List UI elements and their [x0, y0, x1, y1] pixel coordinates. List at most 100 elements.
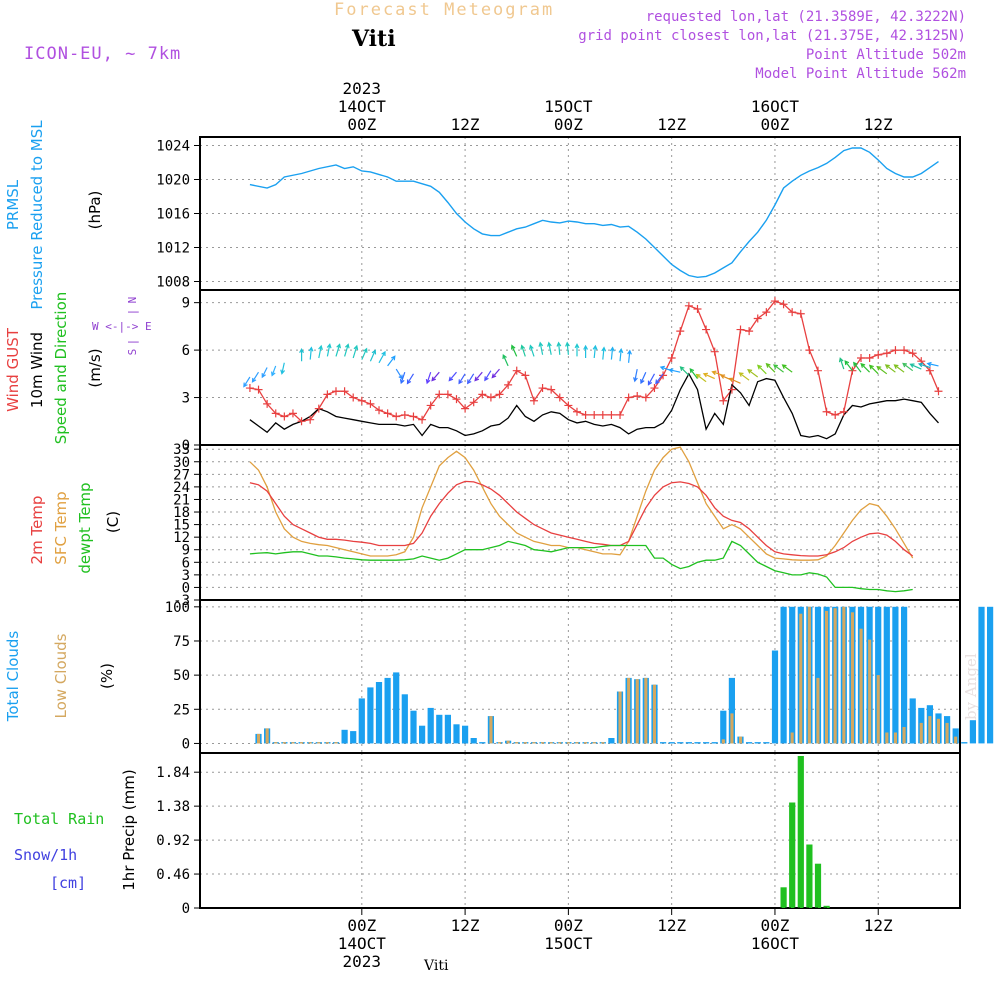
gust-marker [659, 371, 668, 380]
low-cloud-bar [790, 732, 794, 744]
y-tick-label: 0.46 [156, 867, 190, 883]
y-tick-label: 0.92 [156, 833, 190, 849]
temp-2m-label: 2m Temp [28, 496, 46, 565]
wind-direction-arrow [361, 347, 368, 360]
gust-marker [564, 401, 573, 410]
low-cloud-bar [739, 736, 743, 744]
low-clouds-label: Low Clouds [52, 633, 70, 718]
gust-marker [676, 327, 685, 336]
gust-marker [684, 301, 693, 310]
low-cloud-bar [721, 739, 725, 744]
wind-direction-arrow [917, 362, 931, 369]
bottom-time-label: 16OCT [751, 934, 800, 953]
rain-bar [806, 844, 813, 908]
low-cloud-bar [317, 742, 321, 744]
gust-marker [710, 347, 719, 356]
top-time-label: 15OCT [544, 97, 593, 116]
gust-marker [891, 346, 900, 355]
gust-marker [331, 387, 340, 396]
wind-direction-arrow [335, 343, 341, 357]
total-cloud-bar [892, 606, 899, 744]
y-tick-label: 0 [182, 736, 190, 752]
y-tick-label: 1.84 [156, 765, 190, 781]
gust-marker [400, 410, 409, 419]
gust-marker [443, 390, 452, 399]
total-cloud-bar [961, 742, 968, 744]
wind-direction-arrow [387, 355, 396, 367]
model-point-altitude: Model Point Altitude 562m [755, 66, 966, 82]
wind-direction-arrow [529, 344, 535, 357]
y-tick-label: 12 [173, 530, 190, 546]
model-label: ICON-EU, ~ 7km [24, 44, 182, 64]
total-cloud-bar [436, 714, 443, 744]
gust-marker [788, 308, 797, 317]
y-tick-label: 1012 [156, 241, 190, 257]
wind-direction-arrow [425, 372, 432, 385]
total-cloud-bar [763, 742, 770, 744]
top-time-label: 00Z [347, 115, 376, 134]
top-time-label: 12Z [657, 115, 686, 134]
total-cloud-bar [660, 742, 667, 744]
total-cloud-bar [746, 742, 753, 744]
gust-marker [349, 393, 358, 402]
low-cloud-bar [816, 677, 820, 744]
low-cloud-bar [868, 639, 872, 744]
gust-marker [254, 385, 263, 394]
wind-gust-label: Wind GUST [4, 327, 22, 412]
wind-direction-arrow [627, 349, 632, 363]
wind-direction-arrow [574, 343, 580, 357]
wind-direction-arrow [756, 364, 767, 375]
wind-direction-arrow [618, 347, 624, 362]
low-cloud-bar [825, 610, 829, 744]
wind-direction-arrow [695, 373, 707, 383]
top-time-label: 2023 [343, 79, 382, 98]
total-cloud-bar [427, 707, 434, 744]
gust-marker [616, 410, 625, 419]
wind-direction-arrow [547, 341, 552, 355]
direction-key-north: N [126, 297, 139, 304]
requested-coordinates: requested lon,lat (21.3589E, 42.3222N) [645, 9, 966, 25]
wind-direction-arrow [884, 364, 896, 373]
low-cloud-bar [498, 742, 502, 744]
plot-frame [199, 136, 961, 909]
gust-marker [288, 409, 297, 418]
low-cloud-bar [945, 722, 949, 744]
wind-direction-arrow [565, 341, 570, 355]
temp-2m-line [249, 480, 914, 557]
top-time-label: 00Z [760, 115, 789, 134]
low-cloud-bar [291, 742, 295, 744]
low-cloud-bar [902, 727, 906, 744]
gust-marker [452, 395, 461, 404]
total-cloud-bar [444, 714, 451, 744]
gust-marker [770, 297, 779, 306]
wind-direction-arrow [448, 371, 457, 382]
y-tick-label: 0 [182, 438, 190, 454]
wind-direction-arrow [689, 368, 698, 379]
low-cloud-bar [893, 732, 897, 744]
gust-marker [796, 309, 805, 318]
y-tick-label: 100 [165, 600, 190, 616]
gust-marker [409, 412, 418, 421]
wind-direction-arrow [467, 373, 475, 385]
wind-direction-arrow [399, 372, 406, 385]
gust-marker [813, 366, 822, 375]
gust-marker [323, 390, 332, 399]
wind-direction-arrow [520, 344, 526, 357]
y-tick-label: 0 [182, 580, 190, 596]
gust-marker [426, 401, 435, 410]
low-cloud-bar [515, 742, 519, 744]
low-cloud-bar [265, 728, 269, 744]
bottom-time-label: 00Z [760, 916, 789, 935]
wind-direction-arrow [318, 344, 323, 359]
total-cloud-bar [401, 694, 408, 744]
low-cloud-bar [618, 691, 622, 744]
low-cloud-bar [644, 677, 648, 744]
low-cloud-bar [954, 736, 958, 744]
rain-bar [789, 802, 796, 908]
total-cloud-bar [909, 698, 916, 744]
y-tick-label: 9 [182, 296, 190, 312]
low-cloud-bar [635, 679, 639, 744]
low-cloud-bar [730, 713, 734, 744]
wind-direction-arrow [702, 372, 715, 380]
gust-marker [366, 399, 375, 408]
